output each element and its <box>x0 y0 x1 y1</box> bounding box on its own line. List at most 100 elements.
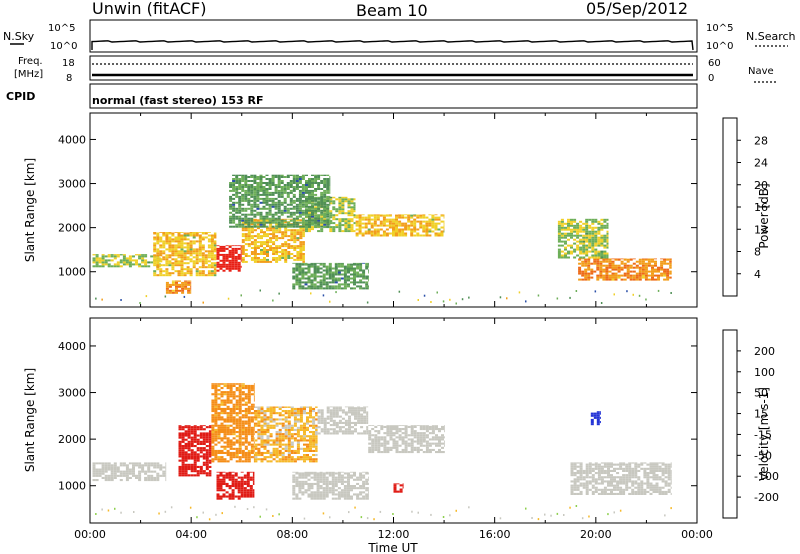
power-cell <box>247 227 251 230</box>
power-cell <box>651 260 654 263</box>
power-cell <box>247 231 251 234</box>
nave-tick-bottom: 0 <box>708 73 714 84</box>
power-cell <box>283 199 287 202</box>
velocity-cell <box>107 479 111 482</box>
power-cell <box>204 232 208 233</box>
velocity-cell <box>211 414 215 417</box>
power-cell <box>292 188 296 190</box>
power-cell <box>234 251 238 254</box>
power-cell <box>213 240 217 243</box>
velocity-cell <box>252 474 255 477</box>
velocity-cell <box>365 482 369 485</box>
velocity-cell <box>350 474 353 477</box>
velocity-cell <box>290 437 294 440</box>
power-cell <box>355 216 359 219</box>
power-cell <box>350 226 354 229</box>
velocity-cell <box>296 428 300 431</box>
power-cell <box>195 240 199 243</box>
power-cell <box>234 255 238 258</box>
power-cell <box>647 278 651 281</box>
power-cell <box>275 249 279 251</box>
velocity-cell <box>238 435 242 438</box>
velocity-cell <box>306 416 309 419</box>
velocity-cell <box>222 474 226 477</box>
velocity-cell <box>343 485 347 488</box>
power-cell <box>283 205 287 208</box>
power-cell <box>238 178 242 180</box>
power-cell <box>247 191 251 194</box>
velocity-cell <box>316 487 320 490</box>
velocity-cell <box>441 428 444 431</box>
velocity-cell <box>309 424 312 427</box>
power-cell <box>210 242 214 245</box>
velocity-cell <box>309 407 312 410</box>
power-cell <box>272 241 276 244</box>
power-cell <box>153 242 157 245</box>
velocity-cell <box>371 425 375 426</box>
velocity-cell <box>193 451 197 454</box>
velocity-cell <box>322 497 326 500</box>
power-cell <box>287 243 291 246</box>
velocity-cell <box>244 407 248 410</box>
velocity-cell <box>223 431 227 434</box>
power-cell <box>266 229 269 232</box>
power-cell <box>314 203 318 206</box>
velocity-cell <box>275 418 279 421</box>
velocity-cell <box>301 482 305 485</box>
velocity-cell <box>132 470 135 473</box>
velocity-cell <box>362 497 366 500</box>
power-cell <box>308 180 311 182</box>
velocity-cell <box>292 474 296 477</box>
power-cell <box>292 277 296 280</box>
power-cell <box>564 248 567 251</box>
power-cell <box>317 203 321 206</box>
velocity-cell <box>389 438 393 441</box>
velocity-cell <box>389 430 393 433</box>
power-cell <box>338 218 342 221</box>
velocity-cell <box>348 411 351 414</box>
power-cell <box>293 239 297 242</box>
velocity-cell <box>296 435 300 438</box>
power-cell <box>305 219 308 222</box>
power-cell <box>564 234 567 237</box>
velocity-cell <box>144 479 148 482</box>
velocity-cell <box>435 425 438 428</box>
velocity-cell <box>320 413 324 416</box>
power-cell <box>593 258 597 261</box>
power-cell <box>275 225 279 228</box>
velocity-cell <box>241 387 245 390</box>
power-cell <box>213 258 217 261</box>
velocity-cell <box>331 485 335 488</box>
velocity-cell <box>416 451 420 454</box>
power-cell <box>605 276 609 279</box>
power-cell <box>359 273 363 276</box>
power-cell <box>263 241 266 244</box>
velocity-cell <box>92 468 96 471</box>
power-cell <box>192 232 196 233</box>
power-cell <box>605 258 609 260</box>
power-cell <box>392 234 395 237</box>
velocity-cell <box>202 438 206 441</box>
power-cell <box>232 186 236 188</box>
velocity-cell <box>419 425 423 428</box>
power-cell <box>298 180 302 182</box>
power-cell <box>617 276 621 279</box>
power-cell <box>186 250 190 253</box>
power-cell <box>138 257 142 260</box>
power-cell <box>320 180 324 182</box>
power-cell <box>301 267 305 270</box>
power-cell <box>271 219 275 222</box>
power-cell <box>613 293 615 296</box>
power-cell <box>320 182 324 184</box>
velocity-cell <box>178 453 182 456</box>
power-cell <box>302 229 305 232</box>
power-cell <box>329 184 331 186</box>
velocity-cell <box>95 472 99 475</box>
power-cell <box>323 209 327 212</box>
power-cell <box>425 230 429 233</box>
power-cell <box>301 201 305 204</box>
velocity-cell <box>244 431 248 434</box>
power-cell <box>573 226 577 229</box>
power-cell <box>195 250 199 253</box>
velocity-cell <box>309 406 312 408</box>
